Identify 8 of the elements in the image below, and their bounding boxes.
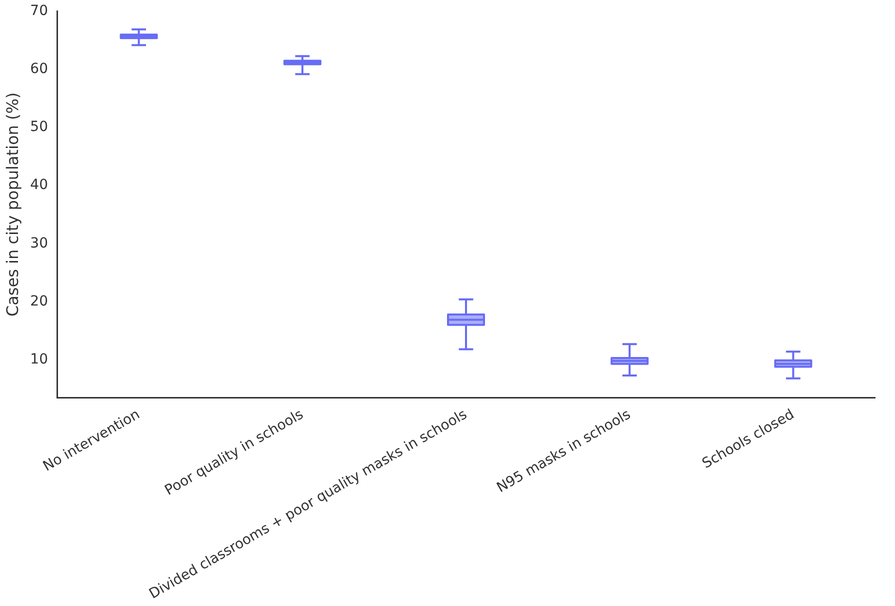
y-tick-label: 40 xyxy=(30,177,48,194)
y-tick-label: 10 xyxy=(30,351,48,368)
y-tick-label: 50 xyxy=(30,119,48,136)
y-tick-label: 20 xyxy=(30,293,48,310)
y-tick-label: 70 xyxy=(30,3,48,20)
y-axis-title: Cases in city population (%) xyxy=(2,92,22,317)
y-tick-label: 60 xyxy=(30,61,48,78)
y-tick-label: 30 xyxy=(30,235,48,252)
